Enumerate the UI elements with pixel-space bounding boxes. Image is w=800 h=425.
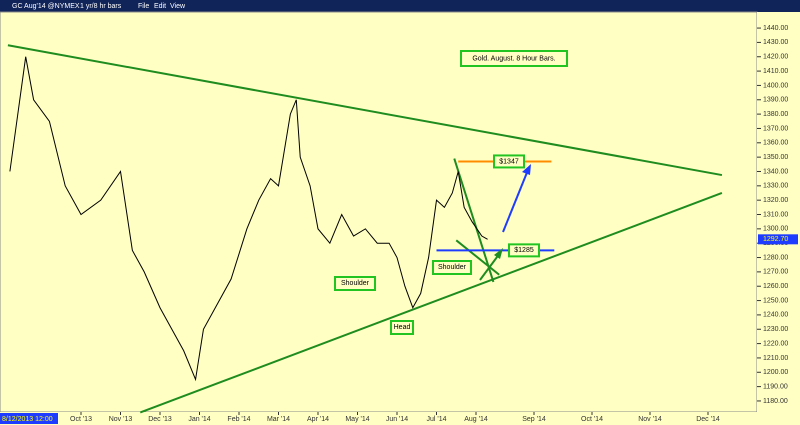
y-tick-label: 1430.00 — [763, 39, 788, 46]
annotation: Head — [394, 324, 411, 331]
x-tick-label: Apr '14 — [307, 416, 329, 423]
x-tick-label: Jan '14 — [188, 416, 210, 423]
x-tick-label: Aug '14 — [464, 416, 488, 423]
x-tick-label: Mar '14 — [267, 416, 290, 423]
y-tick-label: 1180.00 — [763, 398, 788, 405]
x-tick-label: Nov '13 — [109, 416, 133, 423]
y-tick-label: 1250.00 — [763, 297, 788, 304]
x-tick-label: Oct '14 — [581, 416, 603, 423]
x-tick-label: Nov '14 — [638, 416, 662, 423]
x-tick-label: Dec '14 — [696, 416, 720, 423]
y-tick-label: 1320.00 — [763, 197, 788, 204]
x-tick-label: Feb '14 — [227, 416, 250, 423]
y-tick-label: 1420.00 — [763, 54, 788, 61]
x-tick-label: Jun '14 — [386, 416, 408, 423]
menu-item[interactable]: File — [138, 3, 149, 10]
y-tick-label: 1330.00 — [763, 183, 788, 190]
y-tick-label: 1240.00 — [763, 312, 788, 319]
period[interactable]: 1 yr/8 hr bars — [80, 3, 122, 10]
y-tick-label: 1220.00 — [763, 340, 788, 347]
x-tick-label: Jul '14 — [426, 416, 446, 423]
trendline — [455, 239, 500, 276]
menu-item[interactable]: View — [170, 3, 186, 10]
arrow — [502, 169, 529, 233]
y-axis — [757, 12, 800, 425]
y-tick-label: 1230.00 — [763, 326, 788, 333]
y-tick-label: 1360.00 — [763, 140, 788, 147]
chart-title: Gold. August. 8 Hour Bars. — [472, 55, 555, 62]
level-box — [493, 154, 525, 169]
start-label-bg — [0, 413, 58, 424]
title-box — [460, 50, 568, 67]
level-label: $1347 — [499, 158, 519, 165]
y-tick-label: 1200.00 — [763, 369, 788, 376]
last-price-bg — [758, 234, 798, 245]
symbol[interactable]: GC Aug'14 @NYMEX — [12, 3, 80, 10]
trendline — [139, 192, 723, 414]
start-label: 8/12/2013 12:00 — [2, 416, 53, 423]
y-tick-label: 1280.00 — [763, 254, 788, 261]
annotation-box — [390, 320, 414, 335]
plot-area — [0, 11, 758, 413]
y-tick-label: 1380.00 — [763, 111, 788, 118]
y-tick-label: 1340.00 — [763, 168, 788, 175]
toolbar — [0, 0, 800, 12]
y-tick-label: 1370.00 — [763, 125, 788, 132]
y-tick-label: 1410.00 — [763, 68, 788, 75]
price-line — [9, 56, 488, 382]
annotation-box — [334, 276, 376, 291]
y-tick-label: 1260.00 — [763, 283, 788, 290]
menu: GC Aug'14 @NYMEX 1 yr/8 hr bars File Edi… — [12, 3, 186, 10]
annotation-box — [432, 260, 472, 275]
level-label: $1285 — [514, 247, 534, 254]
x-tick-label: Oct '13 — [70, 416, 92, 423]
trendline — [7, 44, 723, 177]
arrow-head — [522, 164, 531, 175]
y-tick-label: 1390.00 — [763, 97, 788, 104]
last-price: 1292.70 — [763, 236, 788, 243]
y-tick-label: 1300.00 — [763, 226, 788, 233]
x-tick-label: May '14 — [345, 416, 369, 423]
y-tick-label: 1400.00 — [763, 82, 788, 89]
y-tick-label: 1270.00 — [763, 269, 788, 276]
arrow-head — [494, 248, 503, 259]
trendline — [453, 158, 495, 283]
level-box — [508, 243, 540, 258]
y-tick-label: 1310.00 — [763, 211, 788, 218]
y-tick-label: 1350.00 — [763, 154, 788, 161]
y-tick-label: 1190.00 — [763, 383, 788, 390]
annotation: Shoulder — [438, 264, 467, 271]
y-tick-label: 1440.00 — [763, 25, 788, 32]
x-axis — [0, 412, 757, 425]
x-tick-label: Sep '14 — [522, 416, 546, 423]
y-tick-label: 1210.00 — [763, 355, 788, 362]
annotation: Shoulder — [341, 280, 370, 287]
x-tick-label: Dec '13 — [148, 416, 172, 423]
arrow — [479, 252, 501, 281]
menu-item[interactable]: Edit — [154, 3, 166, 10]
